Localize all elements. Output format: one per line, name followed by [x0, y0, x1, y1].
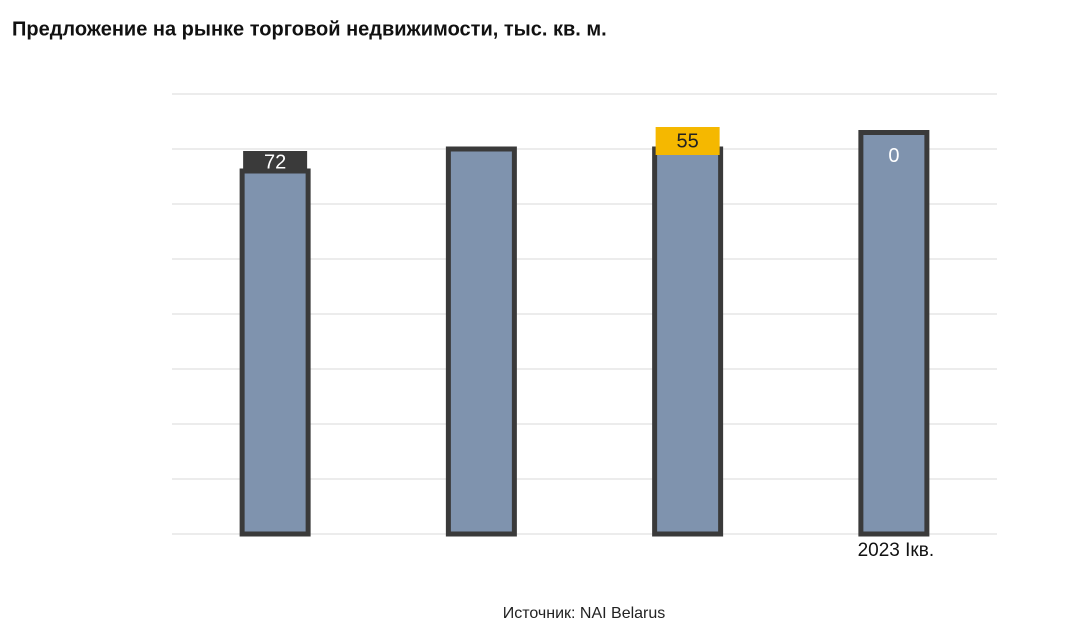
bar: [445, 146, 517, 537]
data-label-box: [655, 127, 720, 155]
data-label: 0: [888, 145, 899, 167]
bar: [239, 168, 311, 537]
data-label: 72: [264, 151, 286, 173]
bar: [858, 130, 930, 537]
data-label: 55: [677, 130, 699, 152]
x-tick-label: 2023 Iкв.: [858, 540, 935, 561]
bar: [652, 146, 724, 537]
data-label-box: [243, 151, 308, 173]
chart-title: Предложение на рынке торговой недвижимос…: [12, 18, 607, 40]
source-note: Источник: NAI Belarus: [503, 605, 666, 622]
